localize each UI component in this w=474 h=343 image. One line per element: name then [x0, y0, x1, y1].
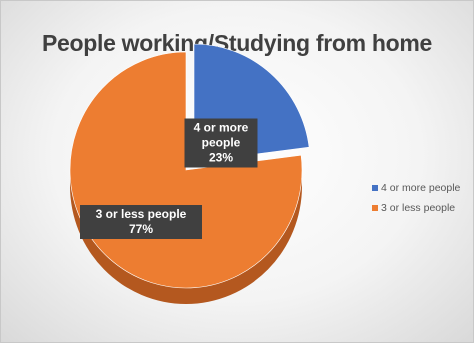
legend-swatch-3-or-less	[372, 205, 378, 211]
data-label-box-0	[184, 118, 258, 168]
legend-label-3-or-less: 3 or less people	[381, 202, 456, 214]
data-label-1-line-1: 77%	[129, 222, 153, 236]
legend-item-3-or-less: 3 or less people	[372, 198, 460, 218]
legend-swatch-4-or-more	[372, 185, 378, 191]
data-label-0-line-2: 23%	[209, 151, 233, 165]
data-label-1-line-0: 3 or less people	[96, 207, 187, 221]
legend-label-4-or-more: 4 or more people	[381, 182, 461, 194]
legend-item-4-or-more: 4 or more people	[372, 178, 460, 198]
data-label-0-line-0: 4 or more	[194, 121, 249, 135]
legend: 4 or more people 3 or less people	[372, 178, 460, 218]
data-label-box-1	[80, 205, 202, 239]
data-label-0-line-1: people	[202, 136, 241, 150]
chart-title: People working/Studying from home	[41, 30, 433, 56]
